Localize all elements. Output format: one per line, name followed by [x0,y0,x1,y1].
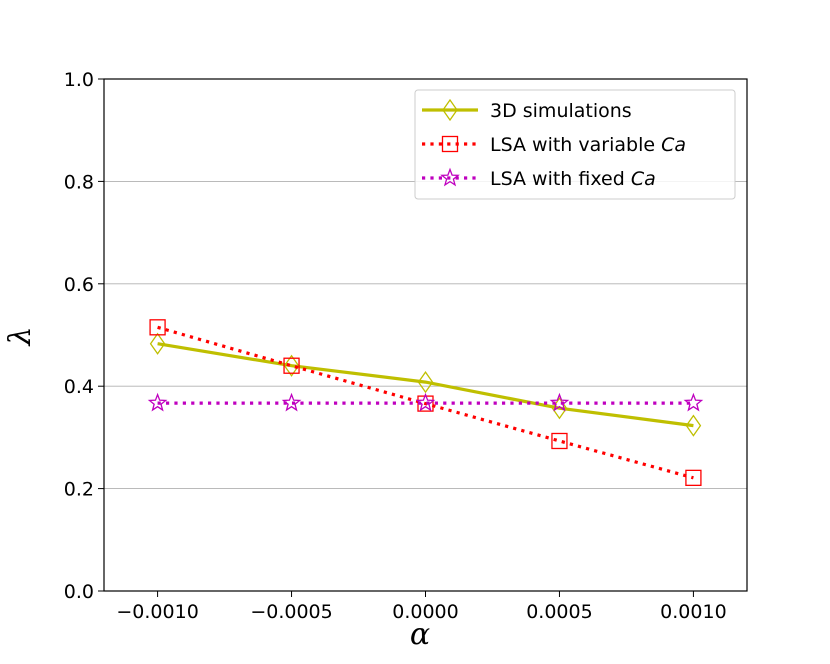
y-tick-label-4: 0.8 [64,171,94,193]
y-tick-label-1: 0.2 [64,479,94,501]
legend-item-1: LSA with variable Ca [422,134,686,156]
legend-label-1: LSA with variable Ca [490,134,686,156]
y-tick-label-3: 0.6 [64,274,94,296]
series-layer [147,319,704,486]
x-axis-label: α [410,617,430,652]
legend: 3D simulations LSA with variable Ca LSA wi… [414,89,736,200]
legend-label-0: 3D simulations [490,100,632,122]
x-tick-label-1: −0.0005 [250,601,332,623]
y-tick-label-0: 0.0 [64,581,94,603]
legend-marker-0 [442,98,458,122]
series-line-0 [157,342,694,428]
series-0-point-0 [149,332,166,355]
series-2-point-0 [147,392,168,412]
x-tick-label-0: −0.0010 [116,601,198,623]
legend-marker-1 [441,135,459,153]
series-0 [149,332,702,437]
series-1-point-1 [283,357,300,374]
series-2 [147,392,704,412]
series-2-point-1 [281,392,302,412]
series-2-point-2 [415,392,436,412]
y-tick-label-2: 0.4 [64,376,94,398]
axes: 0.0 0.2 0.4 0.6 0.8 1.0 −0.0010 −0.0005 0.0000 0.… [64,69,727,623]
series-1-point-3 [551,432,568,450]
series-2-point-3 [549,392,570,412]
series-0-point-1 [283,354,300,377]
x-tick-label-2: 0.0000 [392,601,458,623]
series-0-point-2 [417,370,434,394]
series-0-point-4 [685,414,702,437]
y-axis-label: λ [3,326,38,346]
series-line-1 [157,325,694,480]
legend-label-2: LSA with fixed Ca [490,168,656,190]
series-1-point-4 [685,469,702,486]
series-1 [149,319,702,486]
grid-lines [104,180,747,490]
y-tick-label-5: 1.0 [64,69,94,91]
x-tick-label-4: 0.0010 [660,601,726,623]
series-2-point-4 [683,392,704,412]
legend-box [414,89,736,200]
legend-item-2: LSA with fixed Ca [422,167,656,190]
series-0-point-3 [551,397,568,420]
legend-item-0: 3D simulations [422,98,632,122]
series-1-point-0 [149,319,166,336]
legend-marker-2 [440,167,460,187]
x-tick-label-3: 0.0005 [526,601,592,623]
